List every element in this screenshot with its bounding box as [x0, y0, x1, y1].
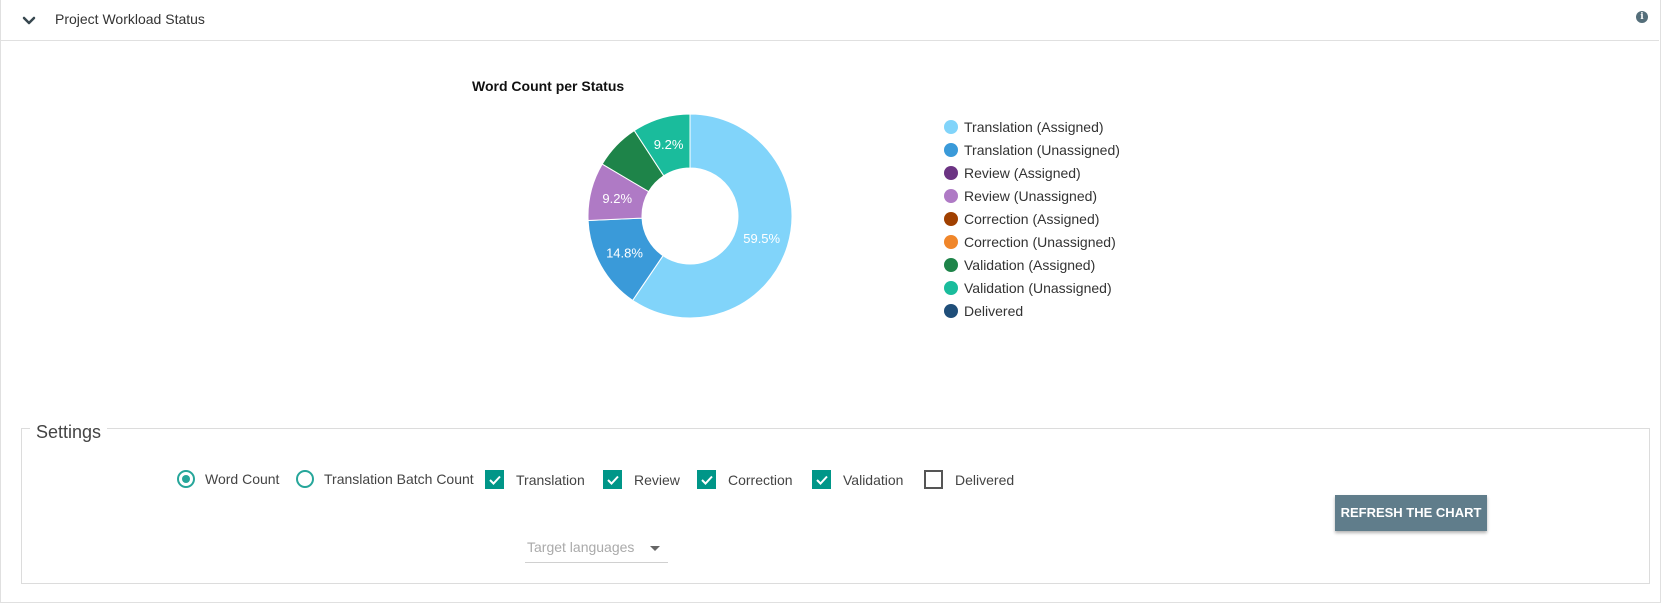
chart-title: Word Count per Status — [472, 78, 625, 94]
legend-swatch — [944, 188, 958, 203]
dropdown-arrow-icon[interactable] — [650, 546, 660, 551]
slice-label: 9.2% — [602, 191, 632, 206]
delivered-checkbox[interactable]: Delivered — [924, 470, 1014, 489]
translation-batch-count-label: Translation Batch Count — [324, 471, 474, 487]
settings-fieldset — [21, 428, 1650, 584]
chevron-down-icon[interactable] — [20, 12, 38, 30]
legend-swatch — [944, 119, 958, 134]
chart-legend: Translation (Assigned) Translation (Unass… — [944, 115, 1120, 322]
legend-item[interactable]: Delivered — [944, 299, 1120, 322]
checkbox-checked-icon[interactable] — [485, 470, 504, 489]
legend-label: Validation (Assigned) — [964, 256, 1096, 273]
panel-header[interactable]: Project Workload Status i — [0, 0, 1659, 41]
legend-item[interactable]: Translation (Assigned) — [944, 115, 1120, 138]
legend-item[interactable]: Correction (Assigned) — [944, 207, 1120, 230]
refresh-chart-button[interactable]: REFRESH THE CHART — [1335, 495, 1487, 531]
correction-checkbox[interactable]: Correction — [697, 470, 793, 489]
delivered-checkbox-label: Delivered — [955, 471, 1015, 488]
legend-swatch — [944, 234, 958, 249]
word-count-label: Word Count — [205, 471, 280, 487]
radio-unselected-icon[interactable] — [296, 470, 314, 488]
legend-item[interactable]: Validation (Unassigned) — [944, 276, 1120, 299]
legend-swatch — [944, 142, 958, 157]
donut-slice[interactable] — [633, 113, 691, 177]
legend-label: Delivered — [964, 302, 1024, 319]
slice-label: 9.2% — [654, 137, 684, 152]
checkbox-checked-icon[interactable] — [812, 470, 831, 489]
checkbox-checked-icon[interactable] — [697, 470, 716, 489]
radio-selected-icon[interactable] — [177, 470, 195, 488]
legend-swatch — [944, 257, 958, 272]
translation-batch-count-radio[interactable]: Translation Batch Count — [296, 470, 474, 488]
translation-checkbox[interactable]: Translation — [485, 470, 585, 489]
translation-checkbox-label: Translation — [516, 471, 585, 488]
review-checkbox-label: Review — [634, 471, 680, 488]
legend-swatch — [944, 303, 958, 318]
legend-item[interactable]: Review (Assigned) — [944, 161, 1120, 184]
legend-swatch — [944, 165, 958, 180]
word-count-radio[interactable]: Word Count — [177, 470, 279, 488]
legend-swatch — [944, 211, 958, 226]
donut-slice[interactable] — [631, 113, 793, 319]
correction-checkbox-label: Correction — [728, 471, 793, 488]
legend-label: Translation (Assigned) — [964, 118, 1104, 135]
review-checkbox[interactable]: Review — [603, 470, 680, 489]
panel-title: Project Workload Status — [55, 11, 205, 27]
checkbox-unchecked-icon[interactable] — [924, 470, 943, 489]
legend-item[interactable]: Correction (Unassigned) — [944, 230, 1120, 253]
legend-label: Review (Unassigned) — [964, 187, 1098, 204]
legend-swatch — [944, 280, 958, 295]
target-languages-placeholder: Target languages — [527, 539, 635, 555]
checkbox-checked-icon[interactable] — [603, 470, 622, 489]
legend-item[interactable]: Review (Unassigned) — [944, 184, 1120, 207]
slice-label: 14.8% — [606, 246, 643, 261]
settings-label: Settings — [30, 420, 108, 444]
slice-label: 59.5% — [743, 231, 780, 246]
legend-item[interactable]: Translation (Unassigned) — [944, 138, 1120, 161]
validation-checkbox-label: Validation — [843, 471, 904, 488]
legend-label: Validation (Unassigned) — [964, 279, 1112, 296]
info-icon[interactable]: i — [1636, 11, 1648, 23]
validation-checkbox[interactable]: Validation — [812, 470, 903, 489]
legend-item[interactable]: Validation (Assigned) — [944, 253, 1120, 276]
legend-label: Translation (Unassigned) — [964, 141, 1120, 158]
legend-label: Correction (Unassigned) — [964, 233, 1116, 250]
target-languages-select[interactable]: Target languages — [525, 536, 668, 563]
donut-chart: 59.5% 14.8% 9.2% 9.2% — [587, 113, 793, 319]
legend-label: Correction (Assigned) — [964, 210, 1100, 227]
legend-label: Review (Assigned) — [964, 164, 1081, 181]
